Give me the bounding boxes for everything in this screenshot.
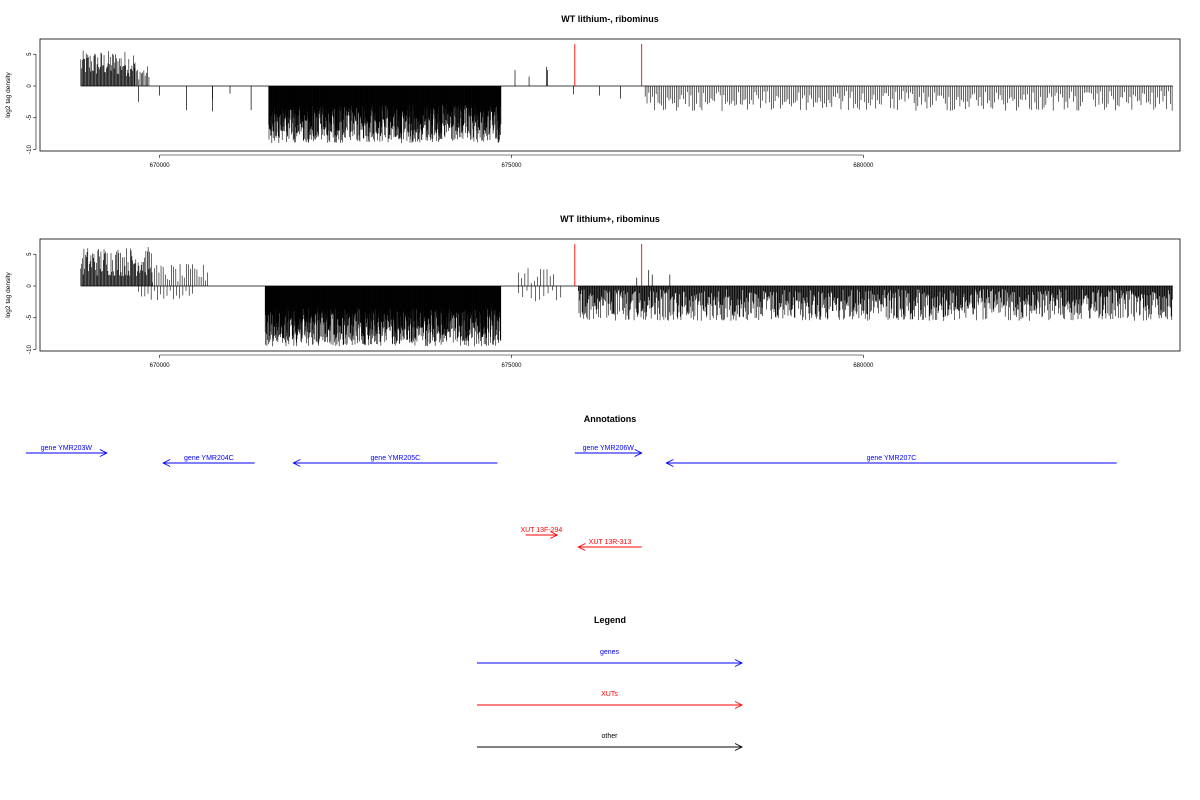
x-tick-label: 675000 xyxy=(501,163,522,169)
x-tick-label: 680000 xyxy=(853,163,874,169)
annotation-feature: gene YMR205C xyxy=(292,455,498,467)
feature-label: gene YMR207C xyxy=(867,455,917,462)
feature-label: XUT 13R-313 xyxy=(589,539,632,546)
x-axis: 670000 675000 680000 xyxy=(150,354,874,369)
y-tick-label: 5 xyxy=(27,52,33,56)
density-bars xyxy=(80,50,1173,144)
annotation-feature: gene YMR206W xyxy=(574,445,643,457)
panel-title: WT lithium-, ribominus xyxy=(561,14,659,24)
y-tick-label: 0 xyxy=(27,84,33,88)
feature-label: XUT 13F-294 xyxy=(520,527,562,534)
legend-label: XUTs xyxy=(601,691,618,698)
feature-arrowhead xyxy=(634,449,643,457)
annotations-title: Annotations xyxy=(584,414,637,424)
x-tick-label: 670000 xyxy=(150,163,171,169)
density-bars xyxy=(80,247,1173,347)
x-tick-label: 680000 xyxy=(853,363,874,369)
feature-arrowhead xyxy=(99,449,108,457)
y-tick-label: -10 xyxy=(27,145,33,154)
legend-arrowhead xyxy=(734,701,744,709)
y-axis-label: log2 tag density xyxy=(5,71,12,117)
legend-item: other xyxy=(477,733,744,751)
x-axis: 670000 675000 680000 xyxy=(150,154,874,169)
feature-label: gene YMR205C xyxy=(371,455,421,462)
annotation-feature: XUT 13R-313 xyxy=(577,539,642,551)
legend-item: XUTs xyxy=(477,691,744,709)
legend-arrowhead xyxy=(734,659,744,667)
annotation-features: gene YMR203W gene YMR204C gene YMR205C gene… xyxy=(25,445,1117,551)
x-tick-label: 670000 xyxy=(150,363,171,369)
panel-title: WT lithium+, ribominus xyxy=(560,214,660,224)
feature-arrowhead xyxy=(292,459,301,467)
feature-arrowhead xyxy=(550,531,559,539)
legend-items: genes XUTs other xyxy=(477,649,744,751)
annotation-feature: gene YMR204C xyxy=(162,455,255,467)
red-markers xyxy=(574,44,643,86)
x-tick-label: 675000 xyxy=(501,363,522,369)
y-tick-label: -5 xyxy=(27,314,33,320)
feature-label: gene YMR206W xyxy=(583,445,635,452)
y-tick-label: -10 xyxy=(27,345,33,354)
feature-label: gene YMR203W xyxy=(41,445,93,452)
legend-item: genes xyxy=(477,649,744,667)
plot-frame xyxy=(39,38,1181,152)
panel-lithium-plus: WT lithium+, ribominus log2 tag density … xyxy=(5,214,1181,369)
plot-frame xyxy=(39,238,1181,352)
feature-arrowhead xyxy=(665,459,674,467)
legend-label: other xyxy=(602,733,619,740)
y-tick-label: 0 xyxy=(27,284,33,288)
y-tick-label: -5 xyxy=(27,114,33,120)
y-axis: 5 0 -5 -10 xyxy=(27,252,37,354)
red-markers xyxy=(574,244,643,286)
y-tick-label: 5 xyxy=(27,252,33,256)
annotation-feature: gene YMR207C xyxy=(665,455,1117,467)
legend-arrowhead xyxy=(734,743,744,751)
panel-lithium-minus: WT lithium-, ribominus log2 tag density … xyxy=(5,14,1181,169)
y-axis-label: log2 tag density xyxy=(5,271,12,317)
y-axis: 5 0 -5 -10 xyxy=(27,52,37,154)
feature-arrowhead xyxy=(162,459,171,467)
feature-arrowhead xyxy=(577,543,586,551)
annotation-feature: gene YMR203W xyxy=(25,445,108,457)
legend-label: genes xyxy=(600,649,620,656)
legend: Legend genes XUTs other xyxy=(477,615,744,751)
legend-title: Legend xyxy=(594,615,626,625)
feature-label: gene YMR204C xyxy=(184,455,234,462)
annotation-feature: XUT 13F-294 xyxy=(520,527,562,539)
